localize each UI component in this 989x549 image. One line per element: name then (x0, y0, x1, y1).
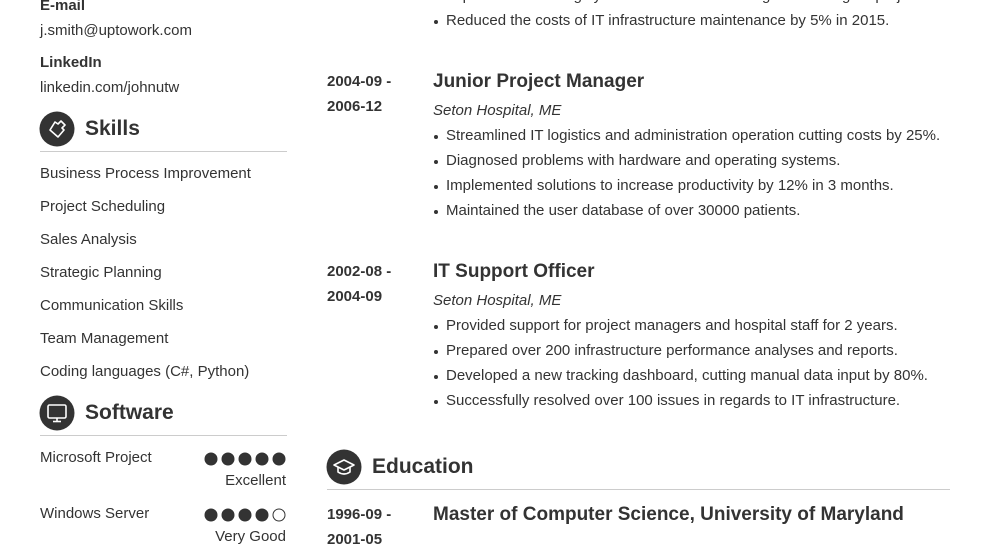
software-rating: Very Good (215, 528, 286, 545)
software-rating: Excellent (225, 472, 286, 489)
contact-value: j.smith@uptowork.com (40, 22, 192, 39)
section-icon (39, 111, 75, 147)
skill-item: Coding languages (C#, Python) (40, 363, 250, 380)
bullet (434, 375, 438, 379)
section-title: Skills (85, 117, 140, 140)
rating-dot-filled (255, 508, 269, 522)
rating-dot-filled (255, 452, 269, 466)
section-rule (40, 151, 287, 152)
skill-item: Strategic Planning (40, 264, 162, 281)
skill-item: Business Process Improvement (40, 165, 251, 182)
job-bullet: Maintained the user database of over 300… (446, 202, 801, 219)
job-bullet: Implemented the highly successful Lean T… (446, 0, 932, 5)
rating-dot-empty (272, 508, 286, 522)
bullet (434, 210, 438, 214)
bullet (434, 135, 438, 139)
edu-title: Master of Computer Science, University o… (433, 504, 904, 525)
rating-dot-filled (272, 452, 286, 466)
job-bullet: Diagnosed problems with hardware and ope… (446, 152, 841, 169)
section-title: Software (85, 401, 174, 424)
bullet (434, 400, 438, 404)
bullet (434, 325, 438, 329)
contact-value: linkedin.com/johnutw (40, 79, 180, 96)
section-title: Education (372, 455, 474, 478)
rating-dot-filled (221, 452, 235, 466)
rating-dot-filled (221, 508, 235, 522)
job-date: 2002-08 - (327, 263, 392, 280)
job-company: Seton Hospital, ME (433, 102, 562, 119)
bullet (434, 20, 438, 24)
rating-dots (204, 508, 286, 522)
software-name: Microsoft Project (40, 449, 152, 466)
job-title: Junior Project Manager (433, 71, 645, 92)
job-date: 2006-12 (327, 98, 383, 115)
job-date: 2004-09 (327, 288, 383, 305)
edu-date: 2001-05 (327, 531, 383, 548)
section-icon (39, 395, 75, 431)
skill-item: Communication Skills (40, 297, 184, 314)
job-bullet: Provided support for project managers an… (446, 317, 898, 334)
section-rule (327, 489, 950, 490)
rating-dot-filled (238, 452, 252, 466)
rating-dots (204, 452, 286, 466)
job-bullet: Developed a new tracking dashboard, cutt… (446, 367, 928, 384)
skill-item: Sales Analysis (40, 231, 137, 248)
edu-date: 1996-09 - (327, 506, 392, 523)
rating-dot-filled (238, 508, 252, 522)
rating-dot-filled (204, 452, 218, 466)
job-bullet: Streamlined IT logistics and administrat… (446, 127, 941, 144)
bullet (434, 350, 438, 354)
contact-label: E-mail (40, 0, 86, 14)
job-bullet: Successfully resolved over 100 issues in… (446, 392, 901, 409)
bullet (434, 160, 438, 164)
skill-item: Team Management (40, 330, 169, 347)
skill-item: Project Scheduling (40, 198, 166, 215)
job-company: Seton Hospital, ME (433, 292, 562, 309)
bullet (434, 185, 438, 189)
contact-label: LinkedIn (40, 54, 102, 71)
section-icon (326, 449, 362, 485)
job-bullet: Prepared over 200 infrastructure perform… (446, 342, 898, 359)
section-rule (40, 435, 287, 436)
job-title: IT Support Officer (433, 261, 595, 282)
job-bullet: Reduced the costs of IT infrastructure m… (446, 12, 890, 29)
job-bullet: Implemented solutions to increase produc… (446, 177, 894, 194)
software-name: Windows Server (40, 505, 150, 522)
rating-dot-filled (204, 508, 218, 522)
job-date: 2004-09 - (327, 73, 392, 90)
